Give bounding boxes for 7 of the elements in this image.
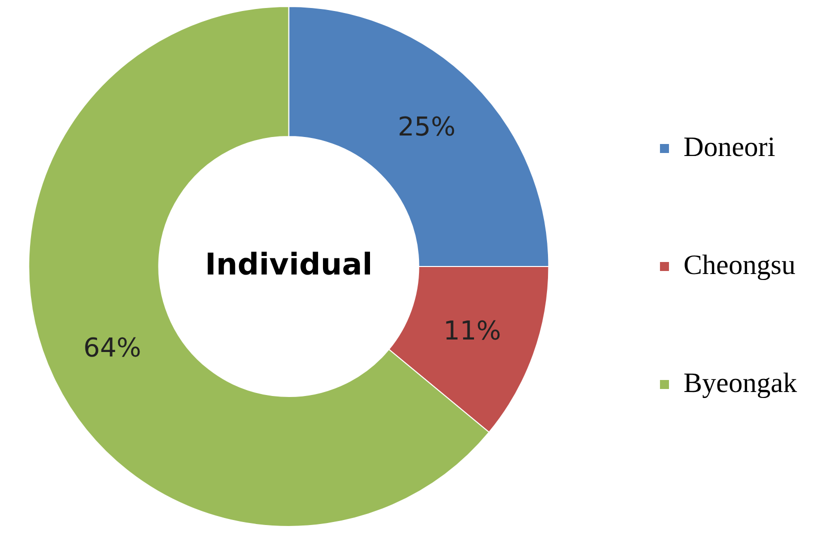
data-label: 25% [398, 112, 456, 142]
data-label: 64% [83, 333, 142, 364]
legend-label: Byeongak [683, 368, 797, 399]
text: Individual [204, 247, 372, 282]
legend-label: Cheongsu [683, 250, 796, 281]
data-label: 11% [443, 316, 502, 346]
legend-label: Doneori [683, 132, 776, 163]
